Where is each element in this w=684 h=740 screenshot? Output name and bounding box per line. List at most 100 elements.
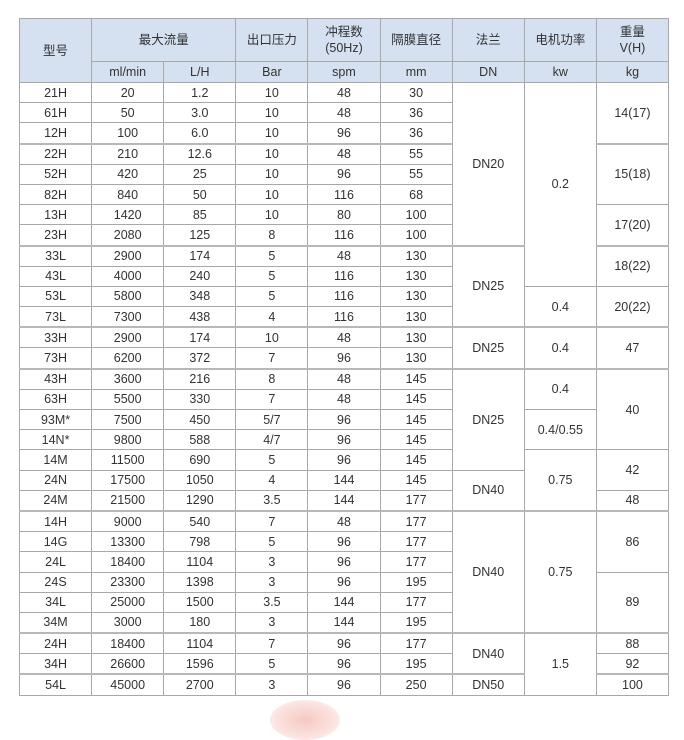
cell-flow-l-h: 12.6: [163, 142, 237, 165]
cell-model: 33L: [18, 244, 93, 267]
cell-stroke-rate: 144: [307, 591, 381, 613]
cell-stroke-rate: 116: [307, 183, 381, 206]
cell-flow-ml-min: 3000: [91, 611, 165, 634]
unit-kg: kg: [595, 61, 670, 83]
cell-stroke-rate: 96: [307, 449, 381, 471]
cell-weight: 40: [595, 367, 670, 451]
cell-flow-l-h: 125: [163, 224, 237, 246]
cell-diaphragm-diameter: 177: [379, 632, 453, 655]
cell-model: 43H: [18, 367, 93, 390]
cell-flow-ml-min: 2080: [91, 224, 165, 246]
table-row: 23H 2080 125 8 116 100: [18, 224, 669, 246]
cell-model: 34H: [18, 653, 93, 675]
cell-stroke-rate: 144: [307, 611, 381, 634]
cell-flow-ml-min: 5500: [91, 388, 165, 411]
cell-model: 54L: [18, 673, 93, 696]
cell-stroke-rate: 116: [307, 306, 381, 328]
table-row: 34L 25000 1500 3.5 144 177: [18, 591, 669, 613]
cell-model: 34M: [18, 611, 93, 634]
cell-flow-l-h: 85: [163, 204, 237, 226]
cell-pressure: 7: [235, 388, 309, 411]
cell-diaphragm-diameter: 145: [379, 429, 453, 451]
cell-pressure: 7: [235, 632, 309, 655]
cell-diaphragm-diameter: 250: [379, 673, 453, 696]
cell-flow-ml-min: 26600: [91, 653, 165, 675]
cell-pressure: 5/7: [235, 408, 309, 431]
cell-flow-ml-min: 100: [91, 122, 165, 145]
table-row: 24S 23300 1398 3 96 195 89: [18, 571, 670, 634]
cell-flow-l-h: 180: [163, 611, 237, 634]
pump-spec-table: 型号 最大流量 出口压力 冲程数 (50Hz) 隔膜直径 法兰 电机功率 重量 …: [18, 18, 670, 696]
cell-pressure: 5: [235, 449, 309, 471]
cell-flow-l-h: 438: [163, 306, 237, 328]
cell-flow-l-h: 1050: [163, 469, 237, 491]
cell-stroke-rate: 48: [307, 509, 381, 533]
cell-flange: DN40: [451, 632, 525, 675]
cell-stroke-rate: 96: [307, 653, 381, 675]
cell-model: 24H: [18, 632, 93, 655]
cell-flow-l-h: 216: [163, 367, 237, 390]
cell-weight: 89: [595, 571, 670, 634]
cell-flow-ml-min: 21500: [91, 489, 165, 512]
cell-pressure: 10: [235, 204, 309, 226]
cell-stroke-rate: 96: [307, 673, 381, 696]
header-diaphragm-diameter: 隔膜直径: [379, 18, 453, 62]
cell-diaphragm-diameter: 36: [379, 122, 453, 145]
cell-pressure: 7: [235, 347, 309, 370]
table-row: 33H 2900 174 10 48 130 DN25 0.4 47: [18, 326, 670, 370]
cell-model: 82H: [18, 183, 93, 206]
unit-kw: kw: [523, 61, 597, 83]
cell-flow-l-h: 1104: [163, 632, 237, 655]
table-row: 14H 9000 540 7 48 177 DN40 0.75 86: [18, 509, 670, 634]
cell-model: 12H: [18, 122, 93, 145]
cell-pressure: 3.5: [235, 591, 309, 613]
cell-flow-ml-min: 4000: [91, 265, 165, 287]
cell-flow-ml-min: 3600: [91, 367, 165, 390]
header-flange: 法兰: [451, 18, 525, 62]
cell-model: 63H: [18, 388, 93, 411]
cell-motor-power: 0.4/0.55: [523, 408, 597, 451]
cell-flange: DN20: [451, 82, 525, 246]
cell-flow-l-h: 6.0: [163, 122, 237, 145]
cell-pressure: 5: [235, 285, 309, 308]
cell-stroke-rate: 96: [307, 408, 381, 431]
header-outlet-pressure: 出口压力: [235, 18, 309, 62]
cell-flow-l-h: 1104: [163, 551, 237, 573]
cell-pressure: 10: [235, 163, 309, 185]
cell-diaphragm-diameter: 55: [379, 163, 453, 185]
cell-pressure: 4: [235, 306, 309, 328]
cell-motor-power: 1.5: [523, 632, 597, 696]
cell-stroke-rate: 96: [307, 571, 381, 593]
cell-pressure: 5: [235, 244, 309, 267]
cell-motor-power: 0.4: [523, 326, 597, 370]
cell-flow-ml-min: 9800: [91, 429, 165, 451]
cell-stroke-rate: 96: [307, 531, 381, 553]
cell-flow-l-h: 2700: [163, 673, 237, 696]
cell-flow-ml-min: 1420: [91, 204, 165, 226]
table-row: 14M 11500 690 5 96 145 0.75 42: [18, 449, 670, 512]
cell-flow-ml-min: 840: [91, 183, 165, 206]
table-row: 53L 5800 348 5 116 130 0.4 20(22): [18, 285, 670, 328]
cell-pressure: 3: [235, 673, 309, 696]
cell-flow-ml-min: 17500: [91, 469, 165, 491]
cell-flange: DN25: [451, 326, 525, 370]
cell-diaphragm-diameter: 68: [379, 183, 453, 206]
table-row: 93M* 7500 450 5/7 96 145 0.4/0.55: [18, 408, 669, 451]
table-row: 52H 420 25 10 96 55: [18, 163, 669, 185]
cell-stroke-rate: 48: [307, 326, 381, 349]
table-row: 43H 3600 216 8 48 145 DN25 0.4 40: [18, 367, 670, 471]
cell-flow-l-h: 240: [163, 265, 237, 287]
cell-diaphragm-diameter: 130: [379, 244, 453, 267]
cell-flow-ml-min: 25000: [91, 591, 165, 613]
cell-stroke-rate: 96: [307, 551, 381, 573]
cell-stroke-rate: 48: [307, 142, 381, 165]
cell-model: 24M: [18, 489, 93, 512]
cell-flow-l-h: 540: [163, 509, 237, 533]
cell-stroke-rate: 96: [307, 347, 381, 370]
cell-weight: 15(18): [595, 142, 670, 206]
cell-model: 14G: [18, 531, 93, 553]
cell-weight: 17(20): [595, 204, 670, 246]
table-row: 73H 6200 372 7 96 130: [18, 347, 669, 370]
cell-diaphragm-diameter: 130: [379, 265, 453, 287]
cell-diaphragm-diameter: 130: [379, 326, 453, 349]
